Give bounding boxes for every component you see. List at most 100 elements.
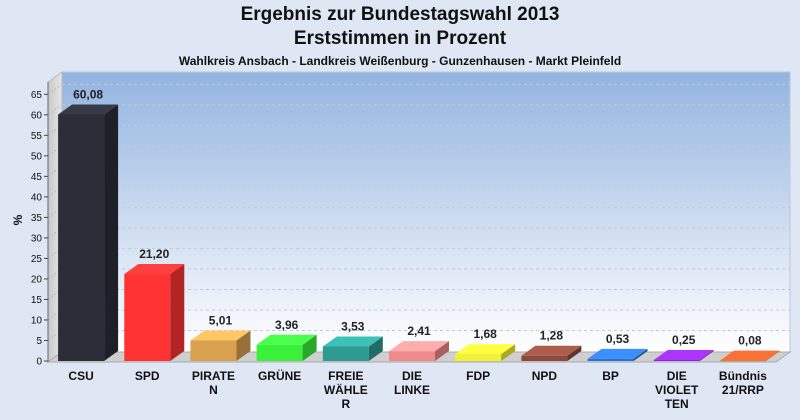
bar-bündnis21rrp xyxy=(719,350,780,362)
bar-top xyxy=(587,348,648,359)
chart-title: Ergebnis zur Bundestagswahl 2013 xyxy=(240,4,560,25)
bar-side xyxy=(435,341,449,361)
gridline-side xyxy=(47,227,63,239)
y-axis-label: % xyxy=(11,214,25,225)
bar-front xyxy=(190,340,237,361)
bar-top xyxy=(256,334,317,345)
value-label: 1,28 xyxy=(540,329,564,343)
bar-fdp xyxy=(455,344,516,361)
bar-side xyxy=(302,334,317,361)
bar-side xyxy=(699,349,714,361)
gridline-side xyxy=(47,145,63,157)
tick-label: 5 xyxy=(36,336,42,347)
bar-side xyxy=(368,336,383,361)
tick-label: 40 xyxy=(31,192,43,203)
bar-dielinke xyxy=(389,341,449,361)
category-label: CSU xyxy=(68,369,93,383)
bar-top xyxy=(653,349,714,360)
category-label: FREIE WÄHLE R xyxy=(324,369,368,411)
gridline-side xyxy=(47,289,63,300)
tick-label: 65 xyxy=(31,90,43,101)
category-label: PIRATE N xyxy=(192,369,235,397)
bar-freiewähler xyxy=(322,336,383,361)
gridline-side xyxy=(47,268,63,280)
bar-grüne xyxy=(256,334,317,361)
value-label: 0,53 xyxy=(606,332,630,346)
value-label: 1,68 xyxy=(474,327,498,341)
gridline-side xyxy=(47,165,63,177)
tick-label: 20 xyxy=(31,274,43,285)
value-label: 3,53 xyxy=(341,320,365,334)
chart-subtitle: Erststimmen in Prozent xyxy=(293,28,507,49)
gridline-side xyxy=(47,186,63,198)
bar-front xyxy=(653,359,700,361)
gridline-side xyxy=(47,83,63,95)
bar-top xyxy=(190,330,251,341)
gridline-side xyxy=(47,248,63,259)
chart-region-subtitle: Wahlkreis Ansbach - Landkreis Weißenburg… xyxy=(178,54,622,68)
tick-label: 10 xyxy=(31,315,43,326)
category-label: DIE LINKE xyxy=(394,369,430,397)
value-label: 2,41 xyxy=(407,324,431,338)
bar-top xyxy=(124,264,185,275)
bar-csu xyxy=(58,104,119,361)
gridline-side xyxy=(47,309,63,321)
bars xyxy=(58,104,780,362)
bar-top xyxy=(389,341,449,352)
category-label: NPD xyxy=(532,369,558,383)
value-labels: 60,08 21,20 5,01 3,96 3,53 2,41 1,68 1,28 0,53 0,… xyxy=(73,87,762,347)
bar-side xyxy=(501,344,516,361)
gridline-side xyxy=(47,330,63,341)
bar-piraten xyxy=(190,330,251,361)
bar-front xyxy=(322,346,369,361)
bar-side xyxy=(567,345,582,361)
bar-side xyxy=(104,104,119,361)
tick-label: 0 xyxy=(36,357,42,368)
tick-label: 30 xyxy=(31,233,43,244)
tick-label: 35 xyxy=(31,213,43,224)
bar-npd xyxy=(521,345,582,361)
category-label: SPD xyxy=(135,369,160,383)
category-labels: CSU SPD PIRATE N GRÜNE FREIE WÄHLE R DIE LINKE FDP… xyxy=(68,368,767,411)
category-label: GRÜNE xyxy=(258,368,301,383)
bar-top xyxy=(455,344,516,355)
gridline-side xyxy=(47,124,63,136)
bar-side xyxy=(765,350,780,361)
bar-spd xyxy=(124,264,185,361)
value-label: 3,96 xyxy=(275,318,299,332)
gridline-side xyxy=(47,206,63,218)
bar-top xyxy=(58,104,119,115)
value-label: 60,08 xyxy=(73,87,103,101)
bar-top xyxy=(719,350,780,361)
bar-front xyxy=(389,351,435,361)
bar-top xyxy=(521,345,582,356)
bar-bp xyxy=(587,348,648,361)
value-label: 0,08 xyxy=(738,334,762,348)
bar-front xyxy=(521,355,568,361)
category-label: FDP xyxy=(466,369,490,383)
value-label: 5,01 xyxy=(209,313,233,327)
gridline-side xyxy=(47,104,63,116)
bar-front xyxy=(587,358,634,361)
y-axis-ticks: 0 5 10 15 20 25 30 35 40 45 50 55 60 65 xyxy=(31,82,49,368)
bar-side xyxy=(170,264,185,361)
category-label: Bündnis 21/RRP xyxy=(719,369,767,397)
bar-front xyxy=(256,344,303,361)
value-label: 0,25 xyxy=(672,333,696,347)
tick-label: 55 xyxy=(31,131,43,142)
bar-front xyxy=(58,114,105,361)
tick-label: 45 xyxy=(31,172,43,183)
tick-label: 50 xyxy=(31,151,43,162)
category-label: DIE VIOLET TEN xyxy=(655,369,699,411)
bar-side xyxy=(633,348,648,361)
bar-front xyxy=(455,354,502,361)
bar-dievioletten xyxy=(653,349,714,361)
bar-top xyxy=(322,336,383,347)
bar-side xyxy=(236,330,251,361)
category-label: BP xyxy=(602,369,619,383)
tick-label: 25 xyxy=(31,254,43,265)
tick-label: 60 xyxy=(31,110,43,121)
tick-label: 15 xyxy=(31,295,43,306)
bar-front xyxy=(124,274,171,361)
